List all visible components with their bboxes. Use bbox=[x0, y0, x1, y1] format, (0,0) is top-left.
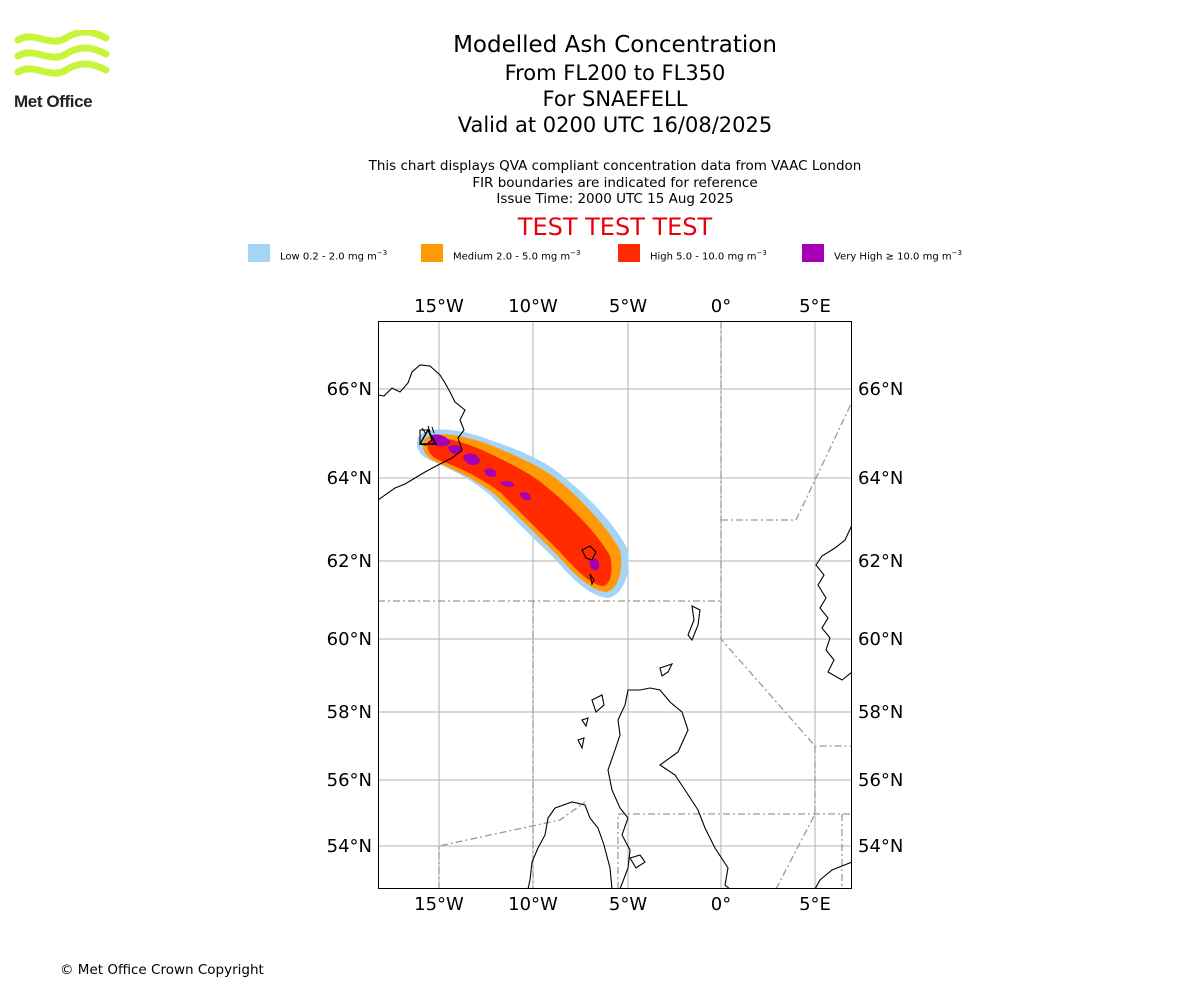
lon-label-top-10w: 10°W bbox=[508, 296, 558, 317]
lat-label-left-62n: 62°N bbox=[327, 551, 372, 572]
lon-label-top-5w: 5°W bbox=[609, 296, 647, 317]
ash-plume bbox=[416, 429, 629, 598]
legend-label-high: High 5.0 - 10.0 mg m bbox=[650, 251, 757, 263]
lon-label-top-5e: 5°E bbox=[799, 296, 831, 317]
fir-boundaries bbox=[378, 321, 852, 889]
met-office-waves-icon bbox=[14, 30, 110, 77]
chart-description: This chart displays QVA compliant concen… bbox=[315, 158, 915, 208]
lat-label-right-66n: 66°N bbox=[858, 379, 903, 400]
legend-label-medium: Medium 2.0 - 5.0 mg m bbox=[453, 251, 571, 263]
lon-label-bottom-5e: 5°E bbox=[799, 894, 831, 915]
lat-label-right-64n: 64°N bbox=[858, 468, 903, 489]
lon-label-top-15w: 15°W bbox=[414, 296, 464, 317]
flight-level-range: From FL200 to FL350 bbox=[504, 61, 726, 85]
lat-label-right-58n: 58°N bbox=[858, 702, 903, 723]
lat-label-left-58n: 58°N bbox=[327, 702, 372, 723]
graticule bbox=[378, 321, 852, 889]
description-line-2: FIR boundaries are indicated for referen… bbox=[472, 174, 758, 191]
map-frame bbox=[378, 321, 852, 889]
legend-label-very-high: Very High ≥ 10.0 mg m bbox=[834, 251, 952, 263]
met-office-logo: Met Office bbox=[14, 30, 110, 112]
lat-label-right-60n: 60°N bbox=[858, 629, 903, 650]
valid-time: Valid at 0200 UTC 16/08/2025 bbox=[457, 113, 773, 137]
lon-label-bottom-0: 0° bbox=[711, 894, 731, 915]
lat-label-left-64n: 64°N bbox=[327, 468, 372, 489]
description-line-1: This chart displays QVA compliant concen… bbox=[368, 158, 862, 174]
lat-label-left-66n: 66°N bbox=[327, 379, 372, 400]
volcano-marker-icon bbox=[418, 428, 438, 445]
lat-label-left-54n: 54°N bbox=[327, 836, 372, 857]
copyright: © Met Office Crown Copyright bbox=[60, 962, 264, 978]
legend-swatch-very-high bbox=[802, 244, 824, 262]
legend-swatch-high bbox=[618, 244, 640, 262]
chart-title-block: Modelled Ash Concentration From FL200 to… bbox=[365, 30, 865, 138]
lat-label-right-56n: 56°N bbox=[858, 770, 903, 791]
test-banner: TEST TEST TEST bbox=[517, 213, 713, 241]
met-office-logo-text: Met Office bbox=[14, 92, 93, 111]
lon-label-bottom-15w: 15°W bbox=[414, 894, 464, 915]
lon-label-bottom-5w: 5°W bbox=[609, 894, 647, 915]
coastlines bbox=[378, 364, 852, 889]
volcano-name: For SNAEFELL bbox=[542, 87, 688, 111]
legend-label-low: Low 0.2 - 2.0 mg m bbox=[280, 251, 377, 263]
legend-swatch-low bbox=[248, 244, 270, 262]
legend-swatch-medium bbox=[421, 244, 443, 262]
lat-label-left-56n: 56°N bbox=[327, 770, 372, 791]
lon-label-top-0: 0° bbox=[711, 296, 731, 317]
lat-label-left-60n: 60°N bbox=[327, 629, 372, 650]
lat-label-right-54n: 54°N bbox=[858, 836, 903, 857]
lat-label-right-62n: 62°N bbox=[858, 551, 903, 572]
chart-title: Modelled Ash Concentration bbox=[453, 32, 777, 58]
issue-time: Issue Time: 2000 UTC 15 Aug 2025 bbox=[496, 191, 734, 207]
lon-label-bottom-10w: 10°W bbox=[508, 894, 558, 915]
